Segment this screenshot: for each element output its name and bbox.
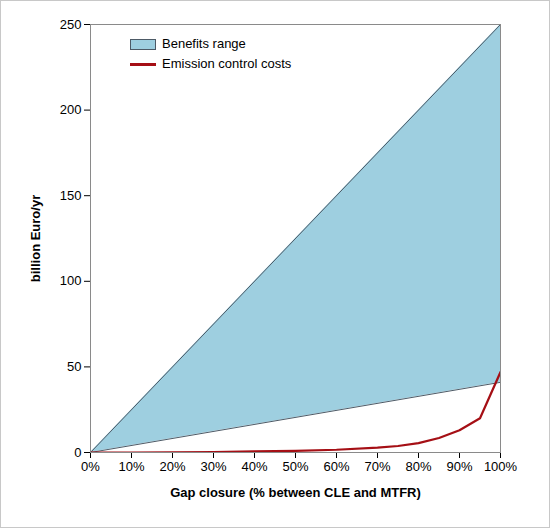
svg-text:100%: 100% (484, 459, 518, 474)
html-text:Benefits range: Benefits range (162, 36, 246, 51)
svg-text:200: 200 (60, 102, 82, 117)
svg-text:Gap closure (% between CLE and: Gap closure (% between CLE and MTFR) (170, 485, 421, 500)
svg-text:90%: 90% (446, 459, 472, 474)
svg-text:0%: 0% (81, 459, 100, 474)
svg-text:40%: 40% (241, 459, 267, 474)
svg-text:70%: 70% (364, 459, 390, 474)
svg-text:0: 0 (74, 445, 81, 460)
svg-text:150: 150 (60, 188, 82, 203)
svg-text:50: 50 (67, 359, 81, 374)
svg-text:100: 100 (60, 273, 82, 288)
svg-text:20%: 20% (159, 459, 185, 474)
svg-text:60%: 60% (323, 459, 349, 474)
svg-text:billion Euro/yr: billion Euro/yr (28, 195, 43, 282)
svg-text:10%: 10% (118, 459, 144, 474)
svg-text:250: 250 (60, 17, 82, 32)
svg-text:80%: 80% (405, 459, 431, 474)
svg-text:50%: 50% (282, 459, 308, 474)
html-text:Emission control costs: Emission control costs (162, 56, 292, 71)
svg-text:30%: 30% (200, 459, 226, 474)
